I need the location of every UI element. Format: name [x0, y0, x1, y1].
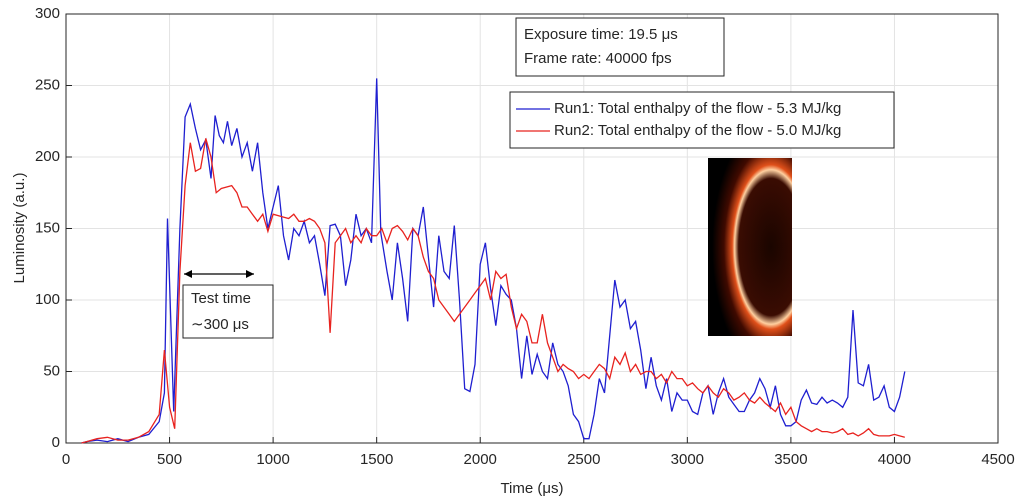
annotation: ∼300 μs — [191, 316, 249, 333]
arrow-heads — [184, 270, 254, 278]
annotation: Test time — [191, 290, 251, 307]
x-tick-label: 0 — [62, 451, 70, 468]
legend: Run1: Total enthalpy of the flow - 5.3 M… — [509, 91, 895, 149]
annotation: Frame rate: 40000 fps — [524, 50, 672, 67]
y-axis-label: Luminosity (a.u.) — [11, 173, 28, 284]
annotation-box — [515, 17, 725, 77]
y-tick-label: 0 — [52, 434, 60, 451]
x-tick-label: 500 — [157, 451, 182, 468]
legend-label: Run1: Total enthalpy of the flow - 5.3 M… — [554, 100, 841, 117]
legend-box — [509, 91, 895, 149]
inset-photo — [708, 158, 792, 336]
x-tick-label: 2000 — [464, 451, 497, 468]
y-tick-label: 250 — [35, 76, 60, 93]
annotation-box — [182, 284, 274, 339]
x-tick-label: 3000 — [671, 451, 704, 468]
axes-box — [65, 13, 999, 444]
x-tick-label: 1500 — [360, 451, 393, 468]
series-line — [81, 138, 905, 444]
x-tick-label: 4500 — [981, 451, 1014, 468]
x-tick-label: 2500 — [567, 451, 600, 468]
legend-label: Run2: Total enthalpy of the flow - 5.0 M… — [554, 122, 841, 139]
x-tick-label: 1000 — [256, 451, 289, 468]
y-tick-label: 150 — [35, 219, 60, 236]
y-tick-label: 100 — [35, 291, 60, 308]
series-line — [81, 78, 906, 444]
x-tick-label: 4000 — [878, 451, 911, 468]
y-tick-label: 200 — [35, 148, 60, 165]
x-tick-label: 3500 — [774, 451, 807, 468]
y-tick-label: 300 — [35, 5, 60, 22]
annotation: Exposure time: 19.5 μs — [524, 26, 678, 43]
y-tick-label: 50 — [43, 362, 60, 379]
x-axis-label: Time (μs) — [500, 480, 563, 497]
